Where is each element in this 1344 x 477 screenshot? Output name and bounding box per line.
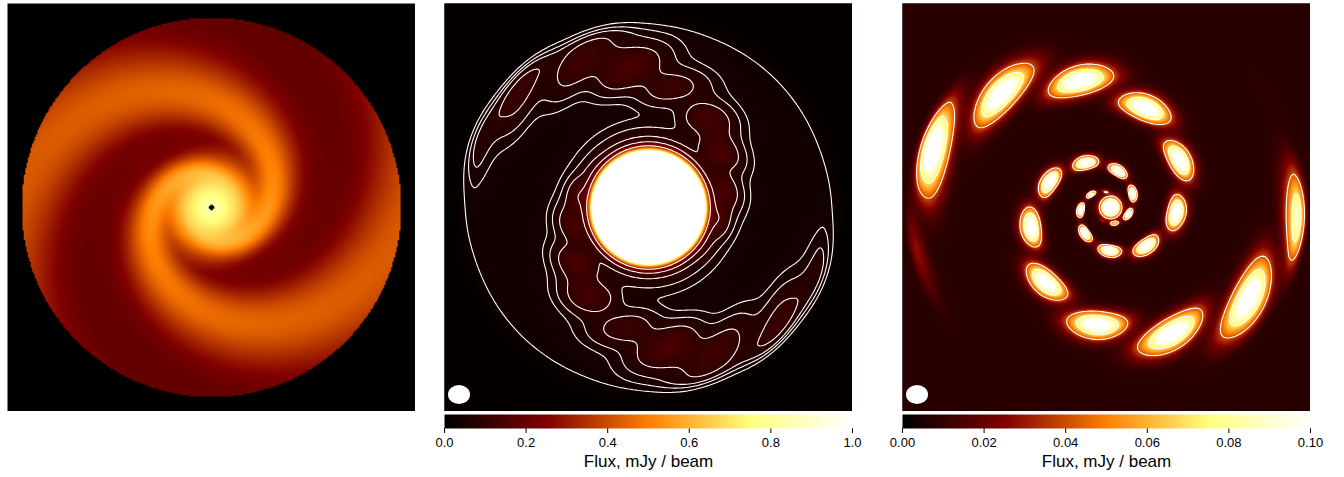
- svg-text:0.08: 0.08: [1216, 435, 1241, 450]
- svg-text:0.00: 0.00: [890, 435, 915, 450]
- svg-text:0.4: 0.4: [599, 435, 617, 450]
- svg-text:0.10: 0.10: [1298, 435, 1323, 450]
- svg-text:0.6: 0.6: [680, 435, 698, 450]
- svg-text:0.8: 0.8: [762, 435, 780, 450]
- svg-text:0.04: 0.04: [1053, 435, 1078, 450]
- svg-text:Flux, mJy / beam: Flux, mJy / beam: [1042, 452, 1171, 471]
- svg-text:0.02: 0.02: [971, 435, 996, 450]
- svg-text:1.0: 1.0: [843, 435, 861, 450]
- svg-text:0.2: 0.2: [517, 435, 535, 450]
- svg-text:Flux, mJy / beam: Flux, mJy / beam: [584, 452, 713, 471]
- svg-text:0.06: 0.06: [1135, 435, 1160, 450]
- svg-text:0.0: 0.0: [435, 435, 453, 450]
